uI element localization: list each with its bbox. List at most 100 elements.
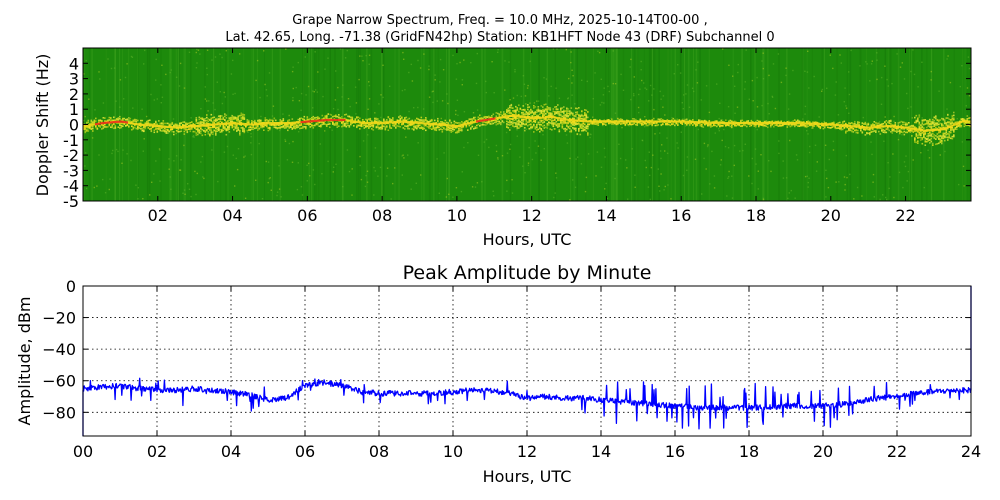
doppler-trace-core xyxy=(110,121,112,124)
doppler-trace-point xyxy=(401,122,403,125)
spectrogram-speckle xyxy=(237,148,240,150)
doppler-trace-point xyxy=(98,125,100,127)
doppler-trace-core xyxy=(740,122,742,125)
doppler-trace-point xyxy=(554,112,556,114)
spectrogram-speckle xyxy=(660,98,662,100)
doppler-trace-core xyxy=(608,120,610,123)
spectrogram-speckle xyxy=(190,195,192,198)
doppler-trace-point xyxy=(695,125,697,127)
spectrogram-speckle xyxy=(807,181,809,184)
doppler-trace-point xyxy=(824,125,826,127)
spectrogram-speckle xyxy=(511,179,513,181)
doppler-trace-point xyxy=(402,119,405,121)
doppler-trace-point xyxy=(386,119,388,121)
spectrogram-streak xyxy=(105,48,107,201)
spectrogram-speckle xyxy=(883,140,885,142)
doppler-trace-point xyxy=(215,118,217,120)
doppler-trace-core xyxy=(458,124,460,127)
doppler-trace-point xyxy=(380,126,382,129)
doppler-trace-point xyxy=(221,115,223,117)
doppler-trace-point xyxy=(218,115,220,117)
spectrogram-speckle xyxy=(536,100,538,102)
doppler-trace-point xyxy=(222,125,225,128)
spectrogram-speckle xyxy=(334,99,337,101)
doppler-trace-point xyxy=(765,123,768,126)
doppler-trace-point xyxy=(621,118,624,121)
spectrogram-speckle xyxy=(155,58,157,61)
doppler-trace-core xyxy=(228,122,231,125)
spectrogram-speckle xyxy=(428,96,431,98)
doppler-trace-point xyxy=(641,123,643,125)
spectrogram-speckle xyxy=(160,102,162,104)
spectrogram-speckle xyxy=(279,129,281,132)
doppler-trace-core xyxy=(146,124,148,127)
doppler-trace-point xyxy=(371,125,373,127)
spectrogram-speckle xyxy=(522,75,525,77)
spectrogram-speckle xyxy=(628,125,630,127)
spectrogram-speckle xyxy=(195,193,197,196)
doppler-trace-point xyxy=(825,122,828,124)
doppler-trace-point xyxy=(582,124,585,127)
doppler-trace-core xyxy=(368,122,370,125)
doppler-trace-point xyxy=(242,115,244,118)
doppler-trace-point xyxy=(582,125,585,128)
doppler-trace-core xyxy=(407,120,409,124)
doppler-trace-point xyxy=(168,123,171,126)
spectrogram-speckle xyxy=(912,49,914,51)
doppler-trace-point xyxy=(95,117,97,120)
doppler-trace-point xyxy=(329,126,331,129)
doppler-trace-point xyxy=(89,126,91,128)
doppler-trace-point xyxy=(566,128,568,131)
doppler-trace-core xyxy=(420,122,423,125)
spectrogram-speckle xyxy=(85,187,88,190)
doppler-trace-core xyxy=(335,118,337,122)
doppler-trace-point xyxy=(305,125,307,128)
doppler-trace-point xyxy=(500,118,502,121)
doppler-trace-point xyxy=(731,126,733,129)
doppler-trace-core xyxy=(639,120,642,123)
doppler-trace-point xyxy=(242,126,244,129)
doppler-trace-point xyxy=(404,117,406,119)
doppler-trace-point xyxy=(257,121,259,123)
doppler-trace-point xyxy=(333,115,336,117)
spectrogram-speckle xyxy=(379,166,382,169)
doppler-trace-point xyxy=(477,123,480,126)
doppler-trace-point xyxy=(657,118,660,120)
doppler-trace-point xyxy=(534,113,537,115)
spectrogram-speckle xyxy=(506,179,508,182)
doppler-trace-core xyxy=(501,116,504,119)
spectrogram-speckle xyxy=(654,133,656,135)
spectrogram-speckle xyxy=(762,52,764,54)
doppler-trace-point xyxy=(318,125,321,127)
spectrogram-speckle xyxy=(893,196,895,199)
doppler-trace-core xyxy=(780,122,783,125)
doppler-trace-point xyxy=(200,130,202,133)
doppler-trace-point xyxy=(767,126,769,129)
spectrogram-speckle xyxy=(291,70,294,73)
doppler-trace-point xyxy=(698,122,700,125)
doppler-trace-point xyxy=(524,127,526,129)
doppler-trace-core xyxy=(696,121,699,124)
doppler-trace-point xyxy=(672,117,675,120)
doppler-trace-core xyxy=(123,120,126,124)
doppler-trace-point xyxy=(564,114,567,116)
spectrogram-speckle xyxy=(386,167,389,169)
doppler-trace-point xyxy=(110,118,112,120)
spectrogram-speckle xyxy=(666,137,668,139)
doppler-trace-point xyxy=(197,128,199,131)
doppler-trace-point xyxy=(480,117,483,119)
doppler-trace-point xyxy=(440,121,442,123)
doppler-trace-point xyxy=(369,119,372,121)
spectrogram-streak xyxy=(943,48,945,201)
doppler-trace-point xyxy=(113,119,115,122)
doppler-trace-core xyxy=(377,122,379,125)
doppler-trace-point xyxy=(237,129,240,131)
doppler-trace-point xyxy=(315,116,318,119)
doppler-trace-point xyxy=(227,120,229,122)
doppler-trace-core xyxy=(455,124,457,128)
spectrogram-speckle xyxy=(728,170,730,173)
doppler-trace-point xyxy=(366,125,369,128)
doppler-trace-core xyxy=(618,120,621,123)
doppler-trace-point xyxy=(564,129,567,131)
doppler-trace-point xyxy=(575,115,577,118)
